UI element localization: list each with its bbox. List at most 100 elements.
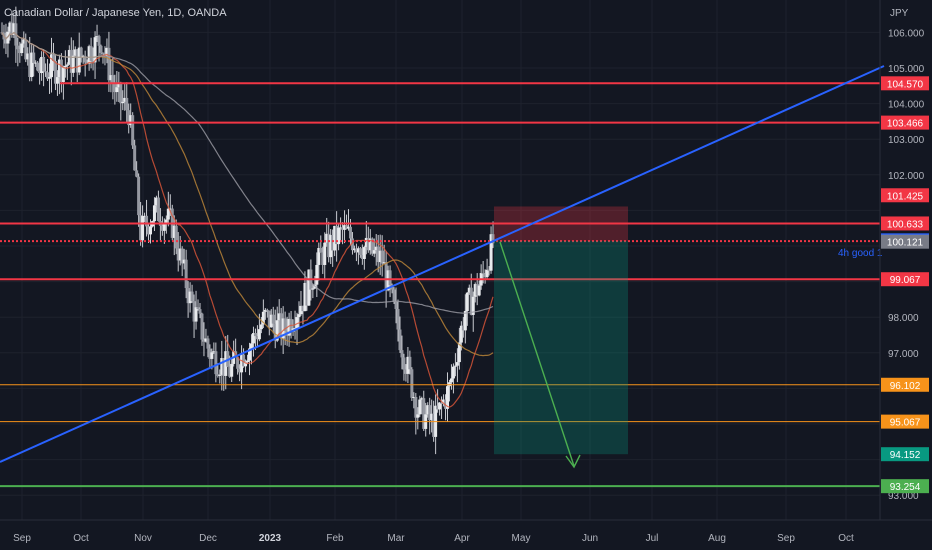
candle-body [137,176,141,216]
candle-body [228,366,232,377]
candle-body [341,227,345,230]
candle-body [398,329,402,351]
candle-body [196,307,200,310]
candle-body [366,237,370,251]
candle-body [457,342,461,363]
candle-body [75,49,79,73]
candle-body [65,64,69,66]
candle-body [378,250,382,263]
candle-body [149,226,152,235]
candle-body [95,36,99,38]
candle-body [386,270,390,291]
candle-body [69,49,73,73]
grid-lines [0,0,880,520]
candle-body [299,305,303,315]
time-tick: May [512,533,531,544]
price-tag: 101.425 [887,191,924,202]
candle-body [412,397,416,399]
position-stop-zone[interactable] [494,206,628,242]
candle-body [447,382,451,387]
candle-body [372,250,376,254]
candle-body [473,284,477,297]
candle-body [402,357,406,370]
candle-body [79,47,83,58]
candle-body [216,374,220,376]
candle-body [487,269,491,271]
candle-body [206,338,210,349]
candle-body [432,413,436,437]
price-axis[interactable]: 106.000 105.000 104.000 103.000 102.000 98.00… [888,28,925,502]
projection-arrow[interactable] [499,241,581,469]
candle-body [384,262,388,291]
currency-label: JPY [890,8,909,19]
candle-body [46,72,50,79]
price-tick: 93.000 [888,491,919,502]
candle-body [418,399,422,415]
candle-body [275,320,279,341]
candle-body [374,246,378,251]
candle-body [160,225,164,231]
candle-body [485,269,489,278]
short-position-tool[interactable] [494,206,628,455]
time-tick: Sep [13,533,31,544]
candle-body [451,366,455,379]
candle-body [18,49,22,54]
price-tag: 94.152 [890,450,921,461]
candle-body [396,308,400,330]
candle-body [325,233,329,243]
price-tick: 102.000 [888,171,925,182]
candle-body [455,362,459,366]
candle-body [26,53,30,60]
candle-body [224,351,228,376]
candle-body [358,248,362,255]
horizontal-levels[interactable] [0,82,880,488]
candle-body [446,386,449,409]
price-tick: 105.000 [888,64,925,75]
candle-body [388,270,392,286]
candle-body [347,226,350,229]
candle-body [226,351,230,367]
candle-body [230,363,234,377]
candle-body [186,288,190,304]
moving-averages [1,31,494,408]
trendline[interactable] [0,65,885,463]
candle-body [36,62,40,71]
candle-body [331,235,335,251]
candle-body [491,234,495,244]
candle-body [255,336,259,340]
candle-body [129,115,133,126]
candle-body [287,318,291,336]
candle-body [406,356,410,374]
candle-body [44,71,48,73]
candle-body [319,247,323,253]
price-tick: 106.000 [888,28,925,39]
candle-body [125,97,129,111]
price-tag-bg [881,272,929,287]
position-target-zone[interactable] [494,241,628,455]
price-tag-bg [881,216,929,231]
candle-body [337,227,341,245]
candle-body [251,333,255,344]
candle-body [85,62,89,64]
price-tick: 98.000 [888,313,919,324]
candle-body [475,284,479,296]
time-axis[interactable]: Sep Oct Nov Dec 2023 Feb Mar Apr May Jun Jul Aug Sep… [13,533,854,544]
price-tick: 104.000 [888,100,925,111]
candle-body [339,227,343,229]
candle-body [133,145,137,171]
candle-body [315,264,319,285]
candle-body [28,53,32,78]
candle-body [194,307,198,322]
time-tick: Apr [454,533,470,544]
candle-body [380,250,384,264]
candle-body [83,55,87,63]
candle-body [238,368,242,373]
moving-average-line [1,31,494,314]
candle-body [40,56,44,74]
candle-body [121,101,125,104]
candle-body [4,39,8,44]
candles[interactable] [0,6,495,455]
